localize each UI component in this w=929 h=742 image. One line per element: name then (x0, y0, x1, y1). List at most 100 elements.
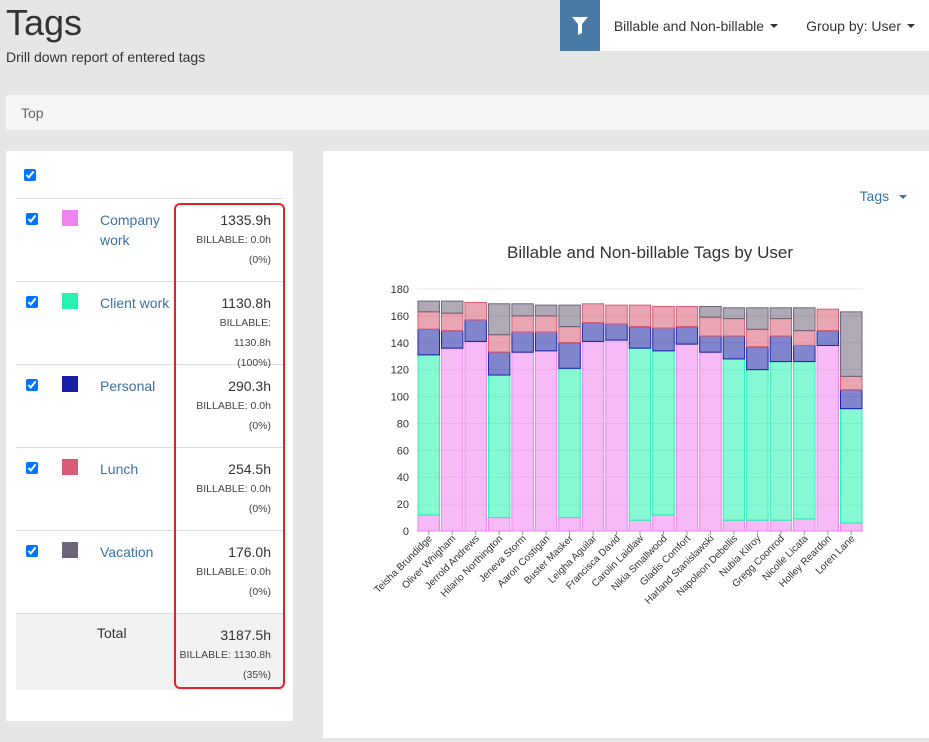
bar-segment (840, 375, 863, 391)
bar-segment (464, 301, 487, 321)
bar-segment (581, 303, 605, 324)
bar-segment (769, 335, 793, 363)
bar-segment (793, 518, 816, 532)
y-tick-label: 120 (391, 365, 409, 377)
tag-billable: BILLABLE: 0.0h (196, 483, 271, 495)
bar-segment (558, 326, 581, 344)
chart-title: Billable and Non-billable Tags by User (507, 243, 793, 262)
bar-segment (675, 305, 699, 328)
tags-list-panel: Company work 1335.9h BILLABLE: 0.0h (0%)… (6, 151, 293, 721)
tag-name[interactable]: Company work (100, 212, 160, 248)
tag-hours: 290.3h (228, 378, 271, 394)
tag-color-swatch (62, 542, 78, 558)
chevron-down-icon (770, 23, 779, 28)
bar-segment (746, 519, 769, 532)
bar-segment (487, 334, 511, 353)
group-by-dropdown[interactable]: Group by: User (792, 0, 929, 51)
bar-segment (722, 318, 746, 337)
bar-segment (440, 300, 464, 314)
billable-filter-label: Billable and Non-billable (613, 17, 765, 34)
y-tick-label: 60 (397, 445, 409, 457)
bar-segment (534, 315, 558, 333)
bar-segment (558, 342, 581, 369)
total-label: Total (97, 625, 127, 641)
tag-checkbox[interactable] (26, 545, 38, 557)
bar-segment (628, 304, 652, 328)
total-billable: BILLABLE: 1130.8h (179, 649, 271, 661)
bar-segment (769, 361, 793, 521)
bar-segment (722, 519, 746, 532)
bar-segment (487, 351, 511, 376)
bar-segment (840, 311, 863, 377)
bar-segment (816, 308, 840, 332)
group-by-label: Group by: User (806, 17, 901, 34)
chevron-down-icon (899, 195, 907, 200)
tag-name[interactable]: Personal (100, 378, 156, 394)
bar-segment (652, 350, 675, 516)
bar-segment (816, 344, 840, 532)
y-tick-label: 80 (397, 418, 409, 430)
bar-segment (722, 335, 746, 360)
bar-segment (558, 367, 581, 519)
bar-segment (417, 300, 440, 313)
tag-row: Client work 1130.8h BILLABLE: 1130.8h (1… (16, 282, 283, 369)
bar-segment (628, 347, 652, 521)
tag-color-swatch (62, 293, 78, 309)
bar-segment (487, 517, 511, 532)
bar-segment (675, 343, 699, 532)
bar-segment (487, 374, 511, 519)
tag-billable-percent: (0%) (248, 503, 271, 515)
bar-segment (417, 328, 440, 356)
bar-segment (699, 335, 722, 353)
tag-billable: BILLABLE: 0.0h (196, 234, 271, 246)
billable-filter-dropdown[interactable]: Billable and Non-billable (600, 0, 792, 51)
bar-segment (487, 303, 511, 336)
tag-checkbox[interactable] (26, 213, 38, 225)
tag-checkbox[interactable] (26, 296, 38, 308)
page-title: Tags (6, 2, 83, 43)
bar-segment (534, 331, 558, 352)
bar-segment (558, 304, 581, 328)
select-all-row (16, 151, 283, 199)
tag-billable: BILLABLE: 0.0h (196, 400, 271, 412)
tag-name[interactable]: Lunch (100, 461, 139, 477)
page-subtitle: Drill down report of entered tags (6, 49, 206, 65)
bar-segment (511, 303, 534, 317)
bar-segment (581, 322, 605, 342)
tag-billable: BILLABLE: 0.0h (196, 566, 271, 578)
bar-segment (840, 522, 863, 532)
breadcrumb: Top (6, 95, 929, 130)
tag-name[interactable]: Vacation (100, 544, 154, 560)
tag-row: Lunch 254.5h BILLABLE: 0.0h (0%) (16, 448, 283, 531)
bar-segment (628, 519, 652, 532)
bar-segment (652, 514, 675, 532)
tag-hours: 1335.9h (220, 212, 271, 228)
bar-segment (511, 351, 534, 532)
breadcrumb-top[interactable]: Top (21, 104, 44, 121)
total-row: Total 3187.5h BILLABLE: 1130.8h (35%) (16, 614, 283, 690)
bar-segment (746, 328, 769, 348)
select-all-checkbox[interactable] (24, 168, 36, 181)
bar-segment (534, 350, 558, 532)
tag-checkbox[interactable] (26, 379, 38, 391)
bar-segment (628, 326, 652, 349)
bar-segment (722, 307, 746, 320)
bar-segment (816, 330, 840, 346)
y-tick-label: 40 (397, 472, 409, 484)
bar-segment (769, 318, 793, 337)
bar-segment (534, 304, 558, 317)
bar-segment (699, 305, 722, 318)
chart-tags-dropdown[interactable]: Tags (860, 188, 907, 204)
tag-row: Personal 290.3h BILLABLE: 0.0h (0%) (16, 365, 283, 448)
bar-segment (793, 330, 816, 346)
bar-segment (746, 346, 769, 371)
bar-segment (699, 351, 722, 532)
bar-segment (769, 519, 793, 532)
tag-checkbox[interactable] (26, 462, 38, 474)
y-tick-label: 180 (391, 284, 409, 296)
tag-color-swatch (62, 210, 78, 226)
bar-segment (746, 307, 769, 330)
bar-segment (793, 344, 816, 363)
tag-name[interactable]: Client work (100, 295, 170, 311)
filter-button[interactable] (559, 0, 600, 51)
